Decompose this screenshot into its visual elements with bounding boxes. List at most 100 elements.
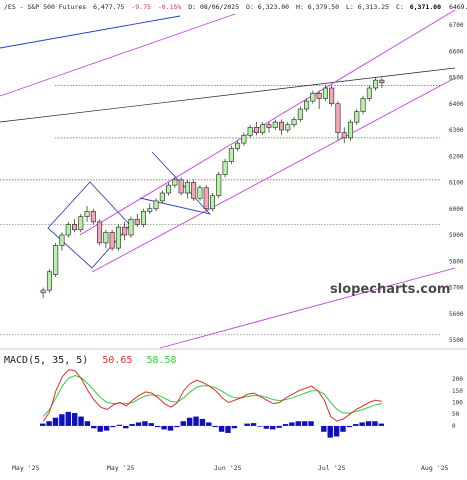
macd-histogram-bar [218,425,225,432]
macd-histogram-bar [110,425,116,428]
candle-body [316,92,322,99]
candle-body [247,127,253,136]
close-label: C: [396,3,404,11]
macd-signal-line [42,374,382,417]
chart-header: /ES - S&P 500 Futures 6,477.75 -9.75 -0.… [4,3,467,11]
macd-histogram-bar [59,414,65,426]
candle-body [216,174,222,196]
price-tick-label: 6300 [449,127,464,134]
candle-body [272,121,278,128]
macd-histogram-bar [353,424,359,426]
lower-channel-line [159,267,456,349]
candle-body [141,211,146,225]
price-tick-label: 5700 [449,285,464,292]
candle-body [285,124,291,131]
diamond-pattern [47,181,131,269]
macd-histogram-bar [199,418,206,426]
macd-histogram-bar [365,421,372,426]
macd-histogram-bar [135,422,142,426]
macd-histogram-bar [186,417,193,426]
candle-body [40,289,46,294]
candle-body [341,132,347,139]
candle-body [59,234,65,246]
candle-body [335,103,341,133]
date-tick-label: May '25 [107,464,134,472]
macd-histogram-bar [212,425,218,428]
macd-histogram-bar [250,423,257,426]
candle-body [322,87,328,99]
candle-body [373,79,379,89]
price-tick-label: 5900 [449,232,464,239]
candle-body [253,127,259,133]
price-axis: 6700 6600 6500 6400 6300 6200 6100 6000 5900 5800… [449,22,464,344]
macd-histogram-bar [142,421,148,426]
candle-body [360,98,366,112]
candle-body [134,218,140,225]
price-tick-label: 6500 [449,75,464,82]
macd-histogram-bar [244,423,250,426]
macd-histogram-bar [167,425,174,431]
candlesticks [40,77,385,298]
macd-histogram-bar [180,421,186,426]
macd-value-1: 50.65 [102,355,132,366]
macd-histogram-bar [40,423,46,426]
candle-body [191,182,197,199]
candle-body [97,221,103,244]
candle-body [260,124,266,133]
candle-body [103,232,109,244]
candle-body [178,179,184,194]
channel-lower [91,77,456,273]
macd-histogram-bar [308,421,314,426]
close-value: 6,371.00 [410,3,441,11]
candle-body [128,218,134,236]
candle-body [266,124,272,128]
candle-body [366,87,372,99]
price-tick-label: 5600 [449,311,464,318]
watermark: slopecharts.com [330,282,450,297]
symbol-label: /ES - S&P 500 Futures [4,3,86,11]
macd-tick-label: 200 [452,376,463,383]
macd-histogram-bar [276,425,282,428]
extra-value: 6469.93 [449,3,467,11]
macd-histogram-bar [327,425,333,438]
macd-histogram-bar [52,417,59,426]
change-percent: -0.15% [158,3,182,11]
macd-title: MACD(5, 35, 5) 50.65 58.58 [4,355,177,366]
candle-body [310,92,316,102]
macd-histogram-bar [71,413,78,426]
low-value: L: 6,313.25 [346,3,389,11]
macd-histogram-bar [84,421,91,426]
candle-body [379,79,385,84]
macd-histogram-bar [359,422,365,426]
macd-histogram-bar [46,421,52,426]
candle-body [53,245,59,275]
macd-histogram [40,411,385,438]
macd-histogram-bar [333,425,340,437]
price-tick-label: 5500 [449,337,464,344]
price-tick-label: 5800 [449,258,464,265]
candle-body [184,182,190,194]
macd-lines [42,369,382,422]
macd-histogram-bar [282,424,289,426]
candle-body [329,87,335,105]
price-tick-label: 6100 [449,180,464,187]
candle-body [84,211,90,217]
macd-tick-label: 50 [452,411,460,418]
macd-histogram-bar [231,425,238,429]
candle-body [172,179,178,186]
date-tick-label: Aug '25 [421,464,448,472]
price-tick-label: 6700 [449,22,464,29]
candle-body [235,142,241,149]
macd-histogram-bar [91,425,97,429]
candle-body [297,108,303,120]
date-value: D: 08/06/2025 [188,3,239,11]
macd-histogram-bar [270,425,276,430]
open-value: O: 6,323.00 [246,3,289,11]
macd-tick-label: 0 [452,423,456,430]
macd-histogram-bar [225,425,231,433]
price-tick-label: 6000 [449,206,464,213]
candle-body [153,200,159,210]
upper-channel-line [0,13,236,97]
candle-body [90,211,96,223]
